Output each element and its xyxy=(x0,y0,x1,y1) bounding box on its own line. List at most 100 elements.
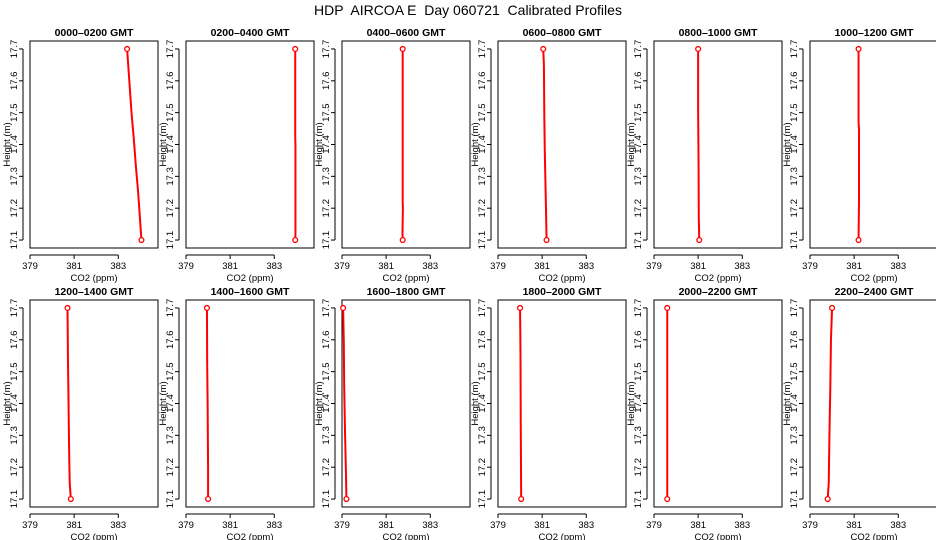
x-axis-label: CO2 (ppm) xyxy=(851,532,898,540)
y-tick-label: 17.7 xyxy=(165,299,176,318)
y-tick-label: 17.2 xyxy=(165,458,176,477)
y-tick-label: 17.5 xyxy=(789,103,800,122)
x-tick-label: 379 xyxy=(490,261,506,272)
y-tick-label: 17.4 xyxy=(477,135,488,154)
y-tick-label: 17.1 xyxy=(633,490,644,509)
x-axis-label: CO2 (ppm) xyxy=(383,532,430,540)
y-tick-label: 17.2 xyxy=(321,199,332,218)
y-axis-label: Height (m) xyxy=(626,381,637,425)
y-axis-label: Height (m) xyxy=(470,381,481,425)
data-point xyxy=(855,236,862,244)
y-tick-label: 17.2 xyxy=(9,199,20,218)
y-tick-label: 17.3 xyxy=(9,426,20,445)
y-axis-label: Height (m) xyxy=(782,122,793,166)
y-tick-label: 17.5 xyxy=(477,103,488,122)
y-tick-label: 17.7 xyxy=(165,40,176,59)
y-axis-label: Height (m) xyxy=(314,381,325,425)
y-tick-label: 17.7 xyxy=(321,40,332,59)
x-tick-label: 381 xyxy=(846,520,862,531)
x-tick-label: 379 xyxy=(22,520,38,531)
y-tick-label: 17.3 xyxy=(165,426,176,445)
data-point xyxy=(138,236,145,244)
plot-frame xyxy=(497,299,627,508)
x-tick-label: 381 xyxy=(222,261,238,272)
series-segment xyxy=(342,307,345,340)
y-tick-label: 17.1 xyxy=(789,490,800,509)
y-tick-label: 17.4 xyxy=(165,135,176,154)
y-tick-label: 17.1 xyxy=(9,490,20,509)
panel-title: 1200–1400 GMT xyxy=(55,286,134,298)
series-segment xyxy=(544,182,548,215)
panel-title: 2200–2400 GMT xyxy=(835,286,914,298)
data-point xyxy=(829,304,836,312)
x-tick-label: 379 xyxy=(802,261,818,272)
data-point xyxy=(343,495,350,503)
panel-title: 0600–0800 GMT xyxy=(523,27,602,39)
y-tick-label: 17.7 xyxy=(633,40,644,59)
series-segment xyxy=(829,307,834,340)
data-point xyxy=(124,45,131,53)
y-tick-label: 17.6 xyxy=(9,331,20,350)
y-tick-label: 17.6 xyxy=(477,331,488,350)
data-point xyxy=(203,304,211,312)
x-tick-label: 379 xyxy=(802,520,818,531)
plot-frame xyxy=(341,40,471,249)
y-tick-label: 17.6 xyxy=(789,331,800,350)
panel-title: 0400–0600 GMT xyxy=(367,27,446,39)
y-tick-label: 17.7 xyxy=(633,299,644,318)
series-segment xyxy=(343,387,347,436)
plot-frame xyxy=(809,40,936,249)
y-tick-label: 17.1 xyxy=(9,231,20,250)
panel-title: 0000–0200 GMT xyxy=(55,27,134,39)
y-tick-label: 17.1 xyxy=(789,231,800,250)
y-tick-label: 17.5 xyxy=(165,362,176,381)
x-axis-label: CO2 (ppm) xyxy=(695,532,742,540)
y-tick-label: 17.3 xyxy=(477,426,488,445)
y-tick-label: 17.5 xyxy=(9,103,20,122)
y-axis-label: Height (m) xyxy=(2,122,13,166)
y-tick-label: 17.1 xyxy=(321,490,332,509)
x-tick-label: 379 xyxy=(22,261,38,272)
y-axis-label: Height (m) xyxy=(2,381,13,425)
series-segment xyxy=(543,150,547,183)
x-axis-label: CO2 (ppm) xyxy=(71,273,118,284)
x-tick-label: 383 xyxy=(578,520,594,531)
x-tick-label: 383 xyxy=(422,261,438,272)
series-segment xyxy=(134,166,140,193)
y-tick-label: 17.7 xyxy=(321,299,332,318)
series-segment xyxy=(829,339,832,388)
y-tick-label: 17.2 xyxy=(321,458,332,477)
x-tick-label: 381 xyxy=(534,520,550,531)
y-tick-label: 17.1 xyxy=(321,231,332,250)
y-tick-label: 17.5 xyxy=(789,362,800,381)
x-tick-label: 383 xyxy=(110,261,126,272)
series-segment xyxy=(128,80,133,113)
panel-title: 1800–2000 GMT xyxy=(523,286,602,298)
y-tick-label: 17.6 xyxy=(165,72,176,91)
series-segment xyxy=(130,112,135,139)
y-tick-label: 17.3 xyxy=(633,426,644,445)
y-tick-label: 17.1 xyxy=(477,231,488,250)
x-tick-label: 379 xyxy=(646,261,662,272)
data-point xyxy=(517,304,524,312)
x-tick-label: 381 xyxy=(66,520,82,531)
x-tick-label: 379 xyxy=(178,520,194,531)
y-tick-label: 17.1 xyxy=(165,490,176,509)
x-tick-label: 383 xyxy=(578,261,594,272)
y-axis-label: Height (m) xyxy=(158,381,169,425)
x-tick-label: 383 xyxy=(890,520,906,531)
data-point xyxy=(664,304,671,312)
y-tick-label: 17.6 xyxy=(789,72,800,91)
plot-frame xyxy=(809,299,936,508)
series-segment xyxy=(827,435,831,484)
plot-frame xyxy=(653,40,783,249)
data-point xyxy=(696,236,703,244)
panel-title: 0200–0400 GMT xyxy=(211,27,290,39)
y-tick-label: 17.2 xyxy=(9,458,20,477)
x-tick-label: 379 xyxy=(646,520,662,531)
